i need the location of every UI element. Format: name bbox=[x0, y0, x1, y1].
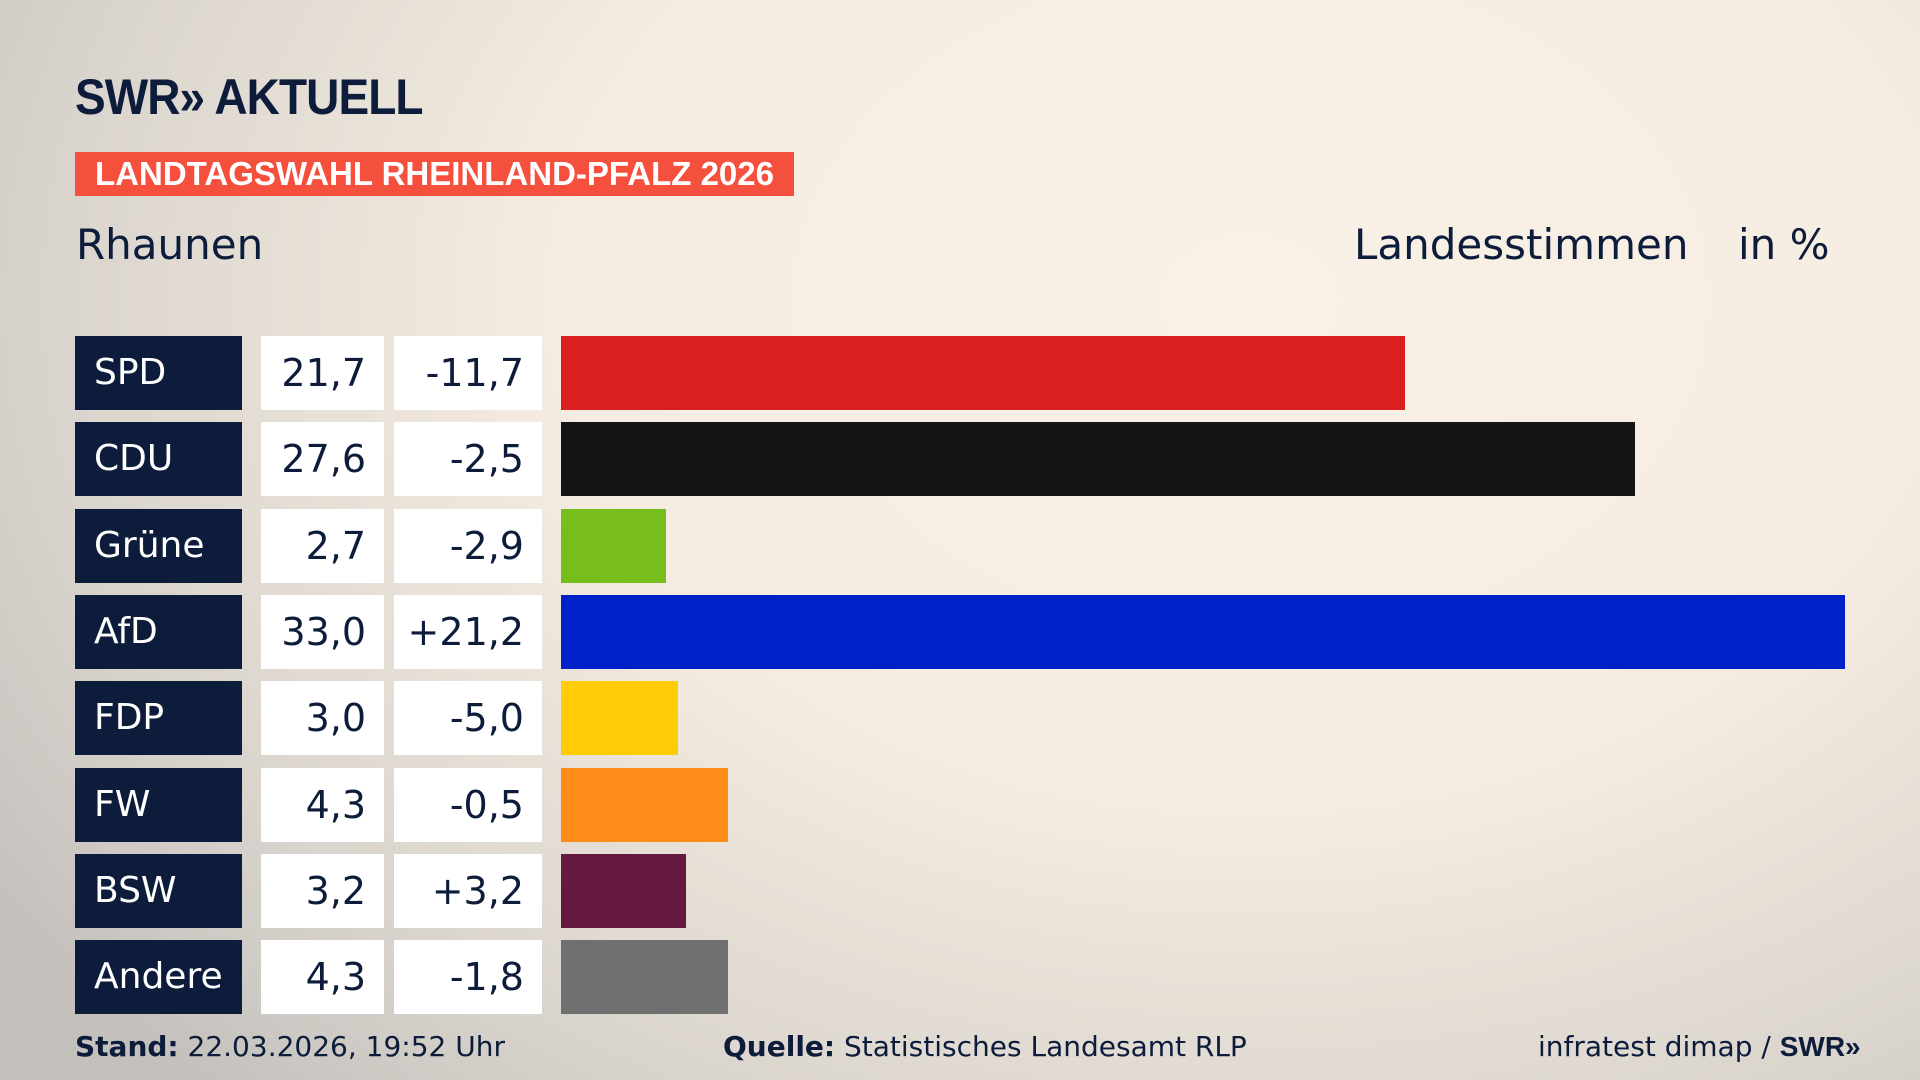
party-label: FW bbox=[75, 767, 242, 842]
source-info: Quelle: Statistisches Landesamt RLP bbox=[723, 1030, 1247, 1063]
source-value: Statistisches Landesamt RLP bbox=[844, 1030, 1247, 1063]
election-banner: LANDTAGSWAHL RHEINLAND-PFALZ 2026 bbox=[75, 152, 794, 196]
party-label: BSW bbox=[75, 853, 242, 928]
party-label: Andere bbox=[75, 940, 242, 1015]
vote-share: 27,6 bbox=[261, 422, 384, 497]
party-label: SPD bbox=[75, 336, 242, 410]
bar-afd bbox=[561, 594, 1845, 669]
vote-share: 3,2 bbox=[261, 853, 384, 928]
bar-spd bbox=[561, 336, 1406, 410]
vote-share: 4,3 bbox=[261, 940, 384, 1015]
bar-fw bbox=[561, 767, 729, 842]
measure-label: Landesstimmen bbox=[1354, 220, 1689, 269]
vote-share: 3,0 bbox=[261, 681, 384, 756]
vote-share: 2,7 bbox=[261, 508, 384, 583]
vote-change: -0,5 bbox=[394, 767, 542, 842]
vote-share: 33,0 bbox=[261, 594, 384, 669]
party-label: AfD bbox=[75, 594, 242, 669]
swr-aktuell-logo: SWR» AKTUELL bbox=[75, 69, 423, 125]
place-title: Rhaunen bbox=[76, 220, 264, 269]
vote-change: -5,0 bbox=[394, 681, 542, 756]
vote-share: 4,3 bbox=[261, 767, 384, 842]
credit: infratest dimap / SWR» bbox=[1538, 1030, 1861, 1063]
bar-andere bbox=[561, 940, 729, 1015]
bar-bsw bbox=[561, 853, 686, 928]
vote-change: -11,7 bbox=[394, 336, 542, 410]
bar-cdu bbox=[561, 422, 1635, 497]
vote-change: -1,8 bbox=[394, 940, 542, 1015]
swr-logo: SWR» bbox=[1779, 1031, 1861, 1062]
stand-label: Stand: bbox=[75, 1030, 179, 1063]
stand-info: Stand: 22.03.2026, 19:52 Uhr bbox=[75, 1030, 505, 1063]
vote-change: -2,9 bbox=[394, 508, 542, 583]
vote-change: +21,2 bbox=[394, 594, 542, 669]
vote-share: 21,7 bbox=[261, 336, 384, 410]
vote-change: -2,5 bbox=[394, 422, 542, 497]
source-label: Quelle: bbox=[723, 1030, 836, 1063]
bar-grüne bbox=[561, 508, 667, 583]
party-label: CDU bbox=[75, 422, 242, 497]
party-label: Grüne bbox=[75, 508, 242, 583]
credit-text: infratest dimap / bbox=[1538, 1030, 1780, 1063]
bar-fdp bbox=[561, 681, 678, 756]
party-label: FDP bbox=[75, 681, 242, 756]
unit-label: in % bbox=[1738, 220, 1830, 269]
stand-value: 22.03.2026, 19:52 Uhr bbox=[187, 1030, 505, 1063]
vote-change: +3,2 bbox=[394, 853, 542, 928]
